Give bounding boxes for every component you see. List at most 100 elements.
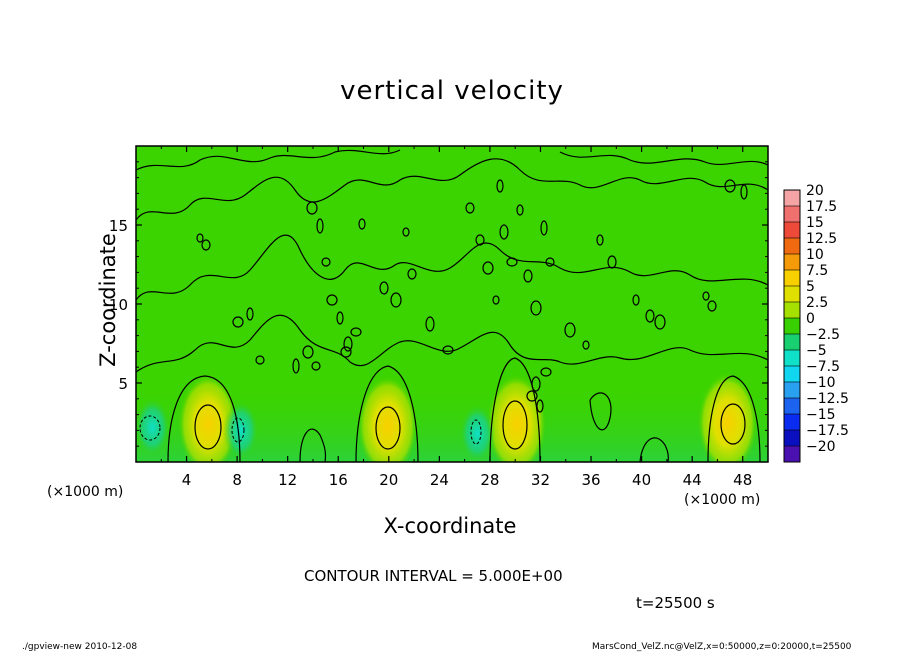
contour-loop bbox=[425, 316, 435, 332]
contour-loop bbox=[499, 224, 509, 240]
x-tick-label: 44 bbox=[683, 471, 702, 489]
footer-data-source: MarsCond_VelZ.nc@VelZ,x=0:50000,z=0:2000… bbox=[592, 642, 852, 652]
updraft-core bbox=[486, 374, 547, 462]
colorbar-label: −12.5 bbox=[806, 391, 849, 407]
contour-loop bbox=[246, 307, 254, 321]
small-contours bbox=[196, 179, 748, 413]
contour-loop bbox=[350, 327, 362, 337]
contour-loop bbox=[545, 257, 555, 267]
contour-interval-label: CONTOUR INTERVAL = 5.000E+00 bbox=[304, 567, 563, 585]
field-layer bbox=[136, 372, 758, 462]
contour-loop bbox=[336, 311, 344, 325]
contour-loop bbox=[540, 220, 548, 236]
x-tick-label: 48 bbox=[733, 471, 752, 489]
contour-line bbox=[489, 357, 541, 462]
downdraft-core bbox=[459, 403, 496, 462]
contour-loop bbox=[402, 227, 410, 237]
x-tick-label: 8 bbox=[232, 471, 242, 489]
colorbar-label: −15 bbox=[806, 407, 836, 423]
contour-loop bbox=[311, 361, 321, 371]
contour-loop bbox=[340, 346, 352, 358]
updraft-core bbox=[178, 374, 239, 462]
colorbar-label: 5 bbox=[806, 279, 815, 295]
updraft-core bbox=[357, 375, 418, 462]
contour-layer bbox=[136, 149, 768, 462]
x-tick-label: 36 bbox=[581, 471, 600, 489]
colorbar-label: 17.5 bbox=[806, 199, 837, 215]
colorbar-swatch bbox=[784, 446, 800, 463]
colorbar-swatch bbox=[784, 382, 800, 399]
contour-line bbox=[559, 151, 768, 166]
contour-loop bbox=[316, 218, 324, 234]
contour-loop bbox=[607, 255, 617, 269]
contour-line bbox=[299, 428, 327, 462]
contour-loop bbox=[596, 234, 604, 246]
negative-contour bbox=[231, 417, 245, 443]
contour-line bbox=[720, 403, 746, 445]
colorbar-swatch bbox=[784, 366, 800, 383]
colorbar-label: 20 bbox=[806, 183, 824, 199]
contour-loop bbox=[196, 233, 204, 243]
contour-loop bbox=[302, 345, 314, 359]
colorbar-swatch bbox=[784, 190, 800, 207]
y-tick-label: 15 bbox=[109, 217, 128, 235]
colorbar-swatch bbox=[784, 318, 800, 335]
contour-loop bbox=[482, 261, 494, 275]
y-tick-label: 10 bbox=[109, 296, 128, 314]
contour-loop bbox=[645, 309, 655, 323]
colorbar-label: −20 bbox=[806, 439, 836, 455]
contour-loop bbox=[582, 340, 590, 350]
colorbar-label: 2.5 bbox=[806, 295, 828, 311]
colorbar-swatch bbox=[784, 302, 800, 319]
contour-loop bbox=[442, 345, 454, 355]
contour-loop bbox=[326, 294, 338, 306]
x-tick-label: 40 bbox=[632, 471, 651, 489]
contour-loop bbox=[321, 257, 331, 267]
colorbar-label: 12.5 bbox=[806, 231, 837, 247]
colorbar-swatch bbox=[784, 350, 800, 367]
contour-loop bbox=[343, 336, 353, 352]
negative-contour bbox=[139, 415, 161, 441]
colorbar-swatch bbox=[784, 286, 800, 303]
colorbar-swatch bbox=[784, 222, 800, 239]
contour-loop bbox=[379, 281, 389, 295]
colorbar-label: −7.5 bbox=[806, 359, 840, 375]
contour-loop bbox=[407, 268, 417, 280]
contour-loop bbox=[654, 314, 666, 330]
contour-loop bbox=[292, 358, 300, 374]
colorbar-swatch bbox=[784, 238, 800, 255]
x-unit-label-left: (×1000 m) bbox=[47, 484, 124, 500]
contour-loop bbox=[702, 291, 710, 301]
contour-line bbox=[167, 375, 241, 462]
contour-loop bbox=[475, 234, 485, 246]
time-label: t=25500 s bbox=[636, 594, 715, 612]
colorbar-swatch bbox=[784, 414, 800, 431]
contour-line bbox=[375, 406, 401, 450]
x-tick-label: 12 bbox=[278, 471, 297, 489]
contour-line bbox=[136, 149, 401, 171]
x-tick-label: 24 bbox=[430, 471, 449, 489]
contour-loop bbox=[530, 300, 542, 316]
contour-loop bbox=[496, 179, 504, 193]
contour-line bbox=[136, 234, 768, 301]
contour-line bbox=[589, 392, 612, 431]
contour-loop bbox=[531, 376, 541, 392]
colorbar-label: −2.5 bbox=[806, 327, 840, 343]
y-tick-label: 5 bbox=[118, 375, 128, 393]
contour-loop bbox=[724, 179, 736, 193]
contour-loop bbox=[201, 239, 211, 251]
colorbar-swatch bbox=[784, 430, 800, 447]
x-tick-label: 32 bbox=[531, 471, 550, 489]
contour-loop bbox=[516, 204, 524, 216]
contour-line bbox=[355, 365, 419, 462]
contour-line bbox=[502, 400, 528, 450]
contour-loop bbox=[540, 367, 552, 377]
colorbar-label: 7.5 bbox=[806, 263, 828, 279]
colorbar-swatch bbox=[784, 206, 800, 223]
colorbar-swatch bbox=[784, 270, 800, 287]
x-axis: 4 8 12 16 20 24 28 32 36 40 44 48 bbox=[160, 146, 752, 489]
colorbar-swatch bbox=[784, 254, 800, 271]
x-axis-label: X-coordinate bbox=[383, 514, 517, 538]
contour-line bbox=[707, 375, 761, 462]
